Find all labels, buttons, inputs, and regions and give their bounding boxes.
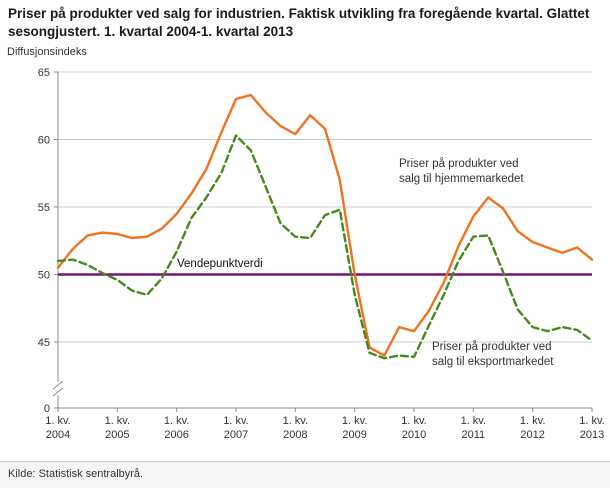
axis-break-mark: [52, 387, 64, 397]
y-axis-unit-label: Diffusjonsindeks: [7, 46, 87, 58]
y-tick-label: 45: [38, 337, 50, 349]
y-tick-label: 55: [38, 202, 50, 214]
chart-title: Priser på produkter ved salg for industr…: [8, 6, 590, 39]
y-tick-label: 60: [38, 135, 50, 147]
source-footer: Kilde: Statistisk sentralbyrå.: [0, 461, 610, 488]
annotation-line: salg til hjemmemarkedet: [399, 172, 524, 185]
x-tick-label-year: 2007: [224, 429, 248, 441]
x-tick-label: 1. kv.: [401, 415, 426, 427]
x-tick-label: 1. kv.: [461, 415, 486, 427]
x-tick-label-year: 2013: [580, 429, 604, 441]
x-tick-label: 1. kv.: [283, 415, 308, 427]
axis-break-mark: [52, 380, 64, 390]
x-tick-label: 1. kv.: [579, 415, 604, 427]
x-tick-label: 1. kv.: [342, 415, 367, 427]
reference-line-label: Vendepunktverdi: [177, 258, 263, 270]
annotation-line: Priser på produkter ved: [399, 158, 519, 170]
y-tick-label: 65: [38, 67, 50, 79]
x-tick-label: 1. kv.: [223, 415, 248, 427]
y-tick-label: 0: [44, 403, 50, 415]
x-tick-label-year: 2010: [402, 429, 426, 441]
source-text: Kilde: Statistisk sentralbyrå.: [8, 468, 144, 480]
x-tick-label-year: 2011: [462, 429, 486, 441]
series-line-eksportmarkedet: [56, 134, 594, 360]
annotation-line: salg til eksportmarkedet: [432, 355, 554, 368]
annotation-eksportmarkedet: Priser på produkter ved salg til eksport…: [432, 340, 553, 369]
x-tick-label-year: 2009: [342, 429, 366, 441]
y-tick-label: 50: [38, 270, 50, 282]
x-tick-label-year: 2004: [46, 429, 70, 441]
x-tick-label-year: 2005: [105, 429, 129, 441]
annotation-hjemmemarkedet: Priser på produkter ved salg til hjemmem…: [399, 157, 524, 186]
annotation-line: Priser på produkter ved: [432, 341, 552, 353]
x-tick-label: 1. kv.: [164, 415, 189, 427]
x-tick-label-year: 2008: [283, 429, 307, 441]
x-tick-label: 1. kv.: [105, 415, 130, 427]
x-tick-label: 1. kv.: [520, 415, 545, 427]
series-line-hjemmemarkedet: [56, 93, 594, 357]
x-tick-label-year: 2006: [164, 429, 188, 441]
x-tick-label-year: 2012: [520, 429, 544, 441]
x-tick-label: 1. kv.: [45, 415, 70, 427]
